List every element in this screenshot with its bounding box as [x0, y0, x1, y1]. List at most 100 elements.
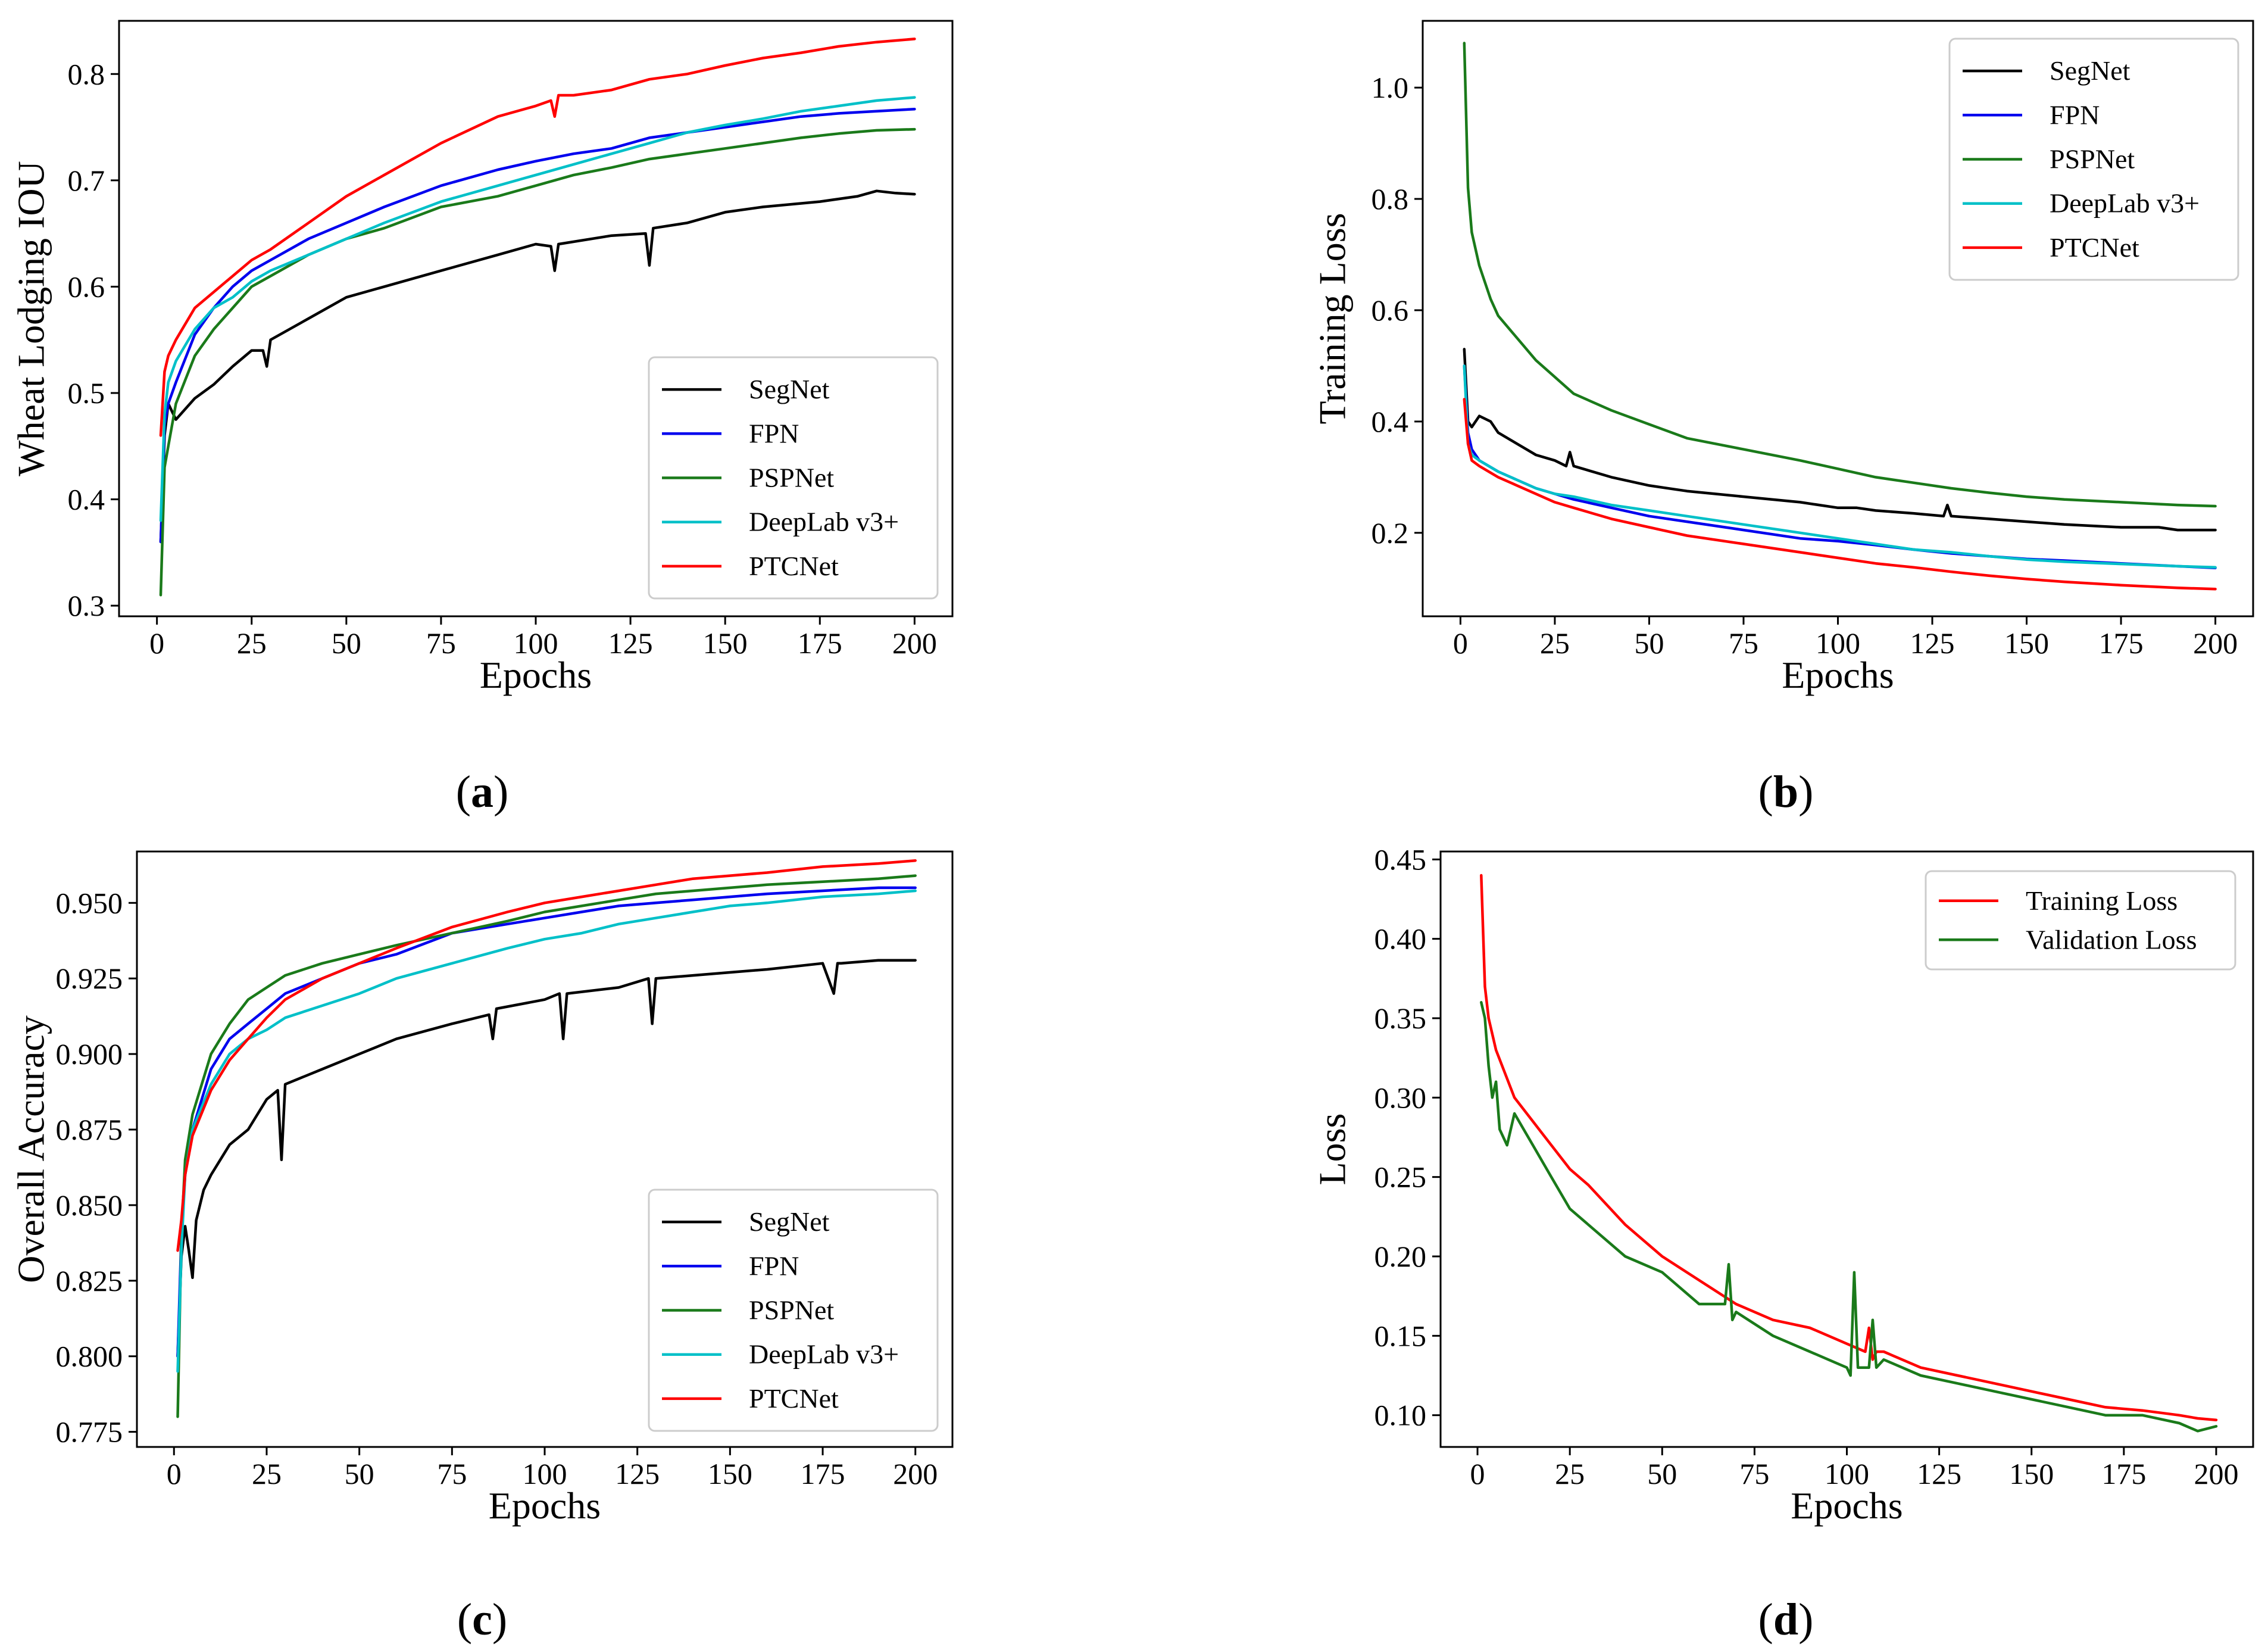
panel-b-series-ptcnet	[1463, 398, 2217, 591]
panel-a-series-ptcnet	[159, 38, 916, 437]
panel-d-y-tick-label: 0.45	[1374, 843, 1427, 876]
panel-b-caption-letter: b	[1773, 767, 1798, 817]
panel-b-y-axis-title: Training Loss	[1311, 213, 1354, 424]
panel-d-x-tick-label: 150	[2009, 1457, 2054, 1490]
panel-a-caption-open: (	[456, 767, 471, 817]
panel-d-y-tick-label: 0.20	[1374, 1240, 1427, 1273]
panel-c-x-tick-label: 50	[345, 1457, 374, 1490]
panel-d-y-tick-label: 0.40	[1374, 922, 1427, 956]
panel-d-x-axis-title: Epochs	[1791, 1484, 1903, 1527]
panel-b-x-tick-label: 175	[2099, 626, 2144, 660]
panel-c-y-tick-label: 0.775	[56, 1415, 123, 1449]
panel-c-y-tick-label: 0.900	[56, 1037, 123, 1071]
panel-b-lines	[1463, 42, 2217, 591]
panel-a-legend: SegNet FPN PSPNet DeepLab v3+ PTCNet	[648, 356, 939, 600]
panel-a-series-fpn	[159, 107, 916, 544]
panel-c-y-tick-label: 0.800	[56, 1340, 123, 1373]
panel-a-y-tick-label: 0.6	[68, 270, 105, 303]
panel-d-legend-label-training-loss: Training Loss	[2026, 885, 2178, 916]
panel-a-caption-close: )	[493, 767, 508, 817]
panel-a-legend-box	[648, 356, 939, 600]
panel-c-caption-open: (	[457, 1595, 472, 1645]
panel-d-lines	[1480, 874, 2218, 1433]
panel-a-x-tick-label: 75	[426, 626, 456, 660]
panel-d-legend-box	[1925, 870, 2236, 971]
panel-b-x-tick-label: 0	[1453, 626, 1468, 660]
panel-b-caption: (b)	[1758, 767, 1814, 817]
panel-a: 0 25 50 75 100 125 150 175 200 0.3 0.4 0.5 0.6 0.7 0.8…	[10, 20, 954, 817]
panel-b-y-tick-label: 0.2	[1372, 516, 1409, 550]
panel-c-x-axis-title: Epochs	[489, 1484, 601, 1527]
panel-a-x-tick-label: 0	[149, 626, 164, 660]
panel-d-x-tick-label: 25	[1555, 1457, 1585, 1490]
panel-c-x-tick-label: 25	[252, 1457, 282, 1490]
panel-a-x-tick-label: 100	[514, 626, 558, 660]
panel-d-legend-label-validation-loss: Validation Loss	[2026, 924, 2197, 955]
panel-a-x-tick-label: 25	[237, 626, 267, 660]
panel-b-series-deeplab-v3	[1463, 364, 2217, 569]
panel-a-lines	[159, 38, 916, 597]
panel-a-y-tick-label: 0.4	[68, 483, 105, 516]
panel-a-x-tick-label: 125	[608, 626, 653, 660]
panel-b-x-tick-label: 150	[2004, 626, 2049, 660]
panel-c-caption: (c)	[457, 1595, 507, 1645]
panel-b-series-segnet	[1463, 348, 2217, 532]
panel-a-y-tick-label: 0.8	[68, 57, 105, 91]
panel-c-legend-label-ptcnet: PTCNet	[749, 1383, 839, 1414]
panel-a-series-segnet	[159, 189, 916, 544]
panel-b-series-pspnet	[1463, 42, 2217, 508]
panel-d: 0 25 50 75 100 125 150 175 200 0.10 0.15 0.20 0.25 0.…	[1311, 843, 2254, 1645]
panel-b-x-tick-label: 75	[1729, 626, 1758, 660]
panel-d-y-tick-label: 0.25	[1374, 1161, 1427, 1194]
panel-b-x-tick-label: 125	[1910, 626, 1955, 660]
panel-a-x-axis-title: Epochs	[480, 654, 592, 696]
panel-c-lines	[176, 859, 917, 1418]
panel-a-legend-label-segnet: SegNet	[749, 374, 830, 404]
panel-c-y-axis-title: Overall Accuracy	[10, 1015, 52, 1283]
panel-c-caption-letter: c	[472, 1595, 492, 1645]
panel-c-legend-label-segnet: SegNet	[749, 1206, 830, 1237]
panel-a-y-tick-label: 0.5	[68, 376, 105, 410]
panel-d-y-tick-label: 0.15	[1374, 1319, 1427, 1352]
panel-b-legend-label-segnet: SegNet	[2050, 55, 2130, 86]
panel-b-legend-box	[1948, 38, 2239, 281]
panel-c-y-tick-label: 0.950	[56, 886, 123, 919]
panel-b: 0 25 50 75 100 125 150 175 200 0.2 0.4 0.6 0.8 1.0 Seg…	[1311, 20, 2254, 817]
panel-b-y-tick-label: 1.0	[1372, 71, 1409, 104]
panel-d-x-tick-label: 100	[1825, 1457, 1869, 1490]
panel-c-legend-label-fpn: FPN	[749, 1250, 799, 1281]
panel-b-x-tick-label: 25	[1540, 626, 1570, 660]
panel-d-caption: (d)	[1758, 1595, 1814, 1645]
panel-c-legend-label-pspnet: PSPNet	[749, 1295, 834, 1325]
panel-d-x-tick-label: 50	[1647, 1457, 1677, 1490]
panel-a-y-tick-label: 0.7	[68, 164, 105, 197]
panel-c-series-deeplab-v3	[176, 889, 917, 1373]
panel-c-x-tick-label: 200	[893, 1457, 938, 1490]
panel-c-x-tick-label: 150	[708, 1457, 752, 1490]
panel-a-series-deeplab-v3	[159, 96, 916, 522]
panel-d-caption-close: )	[1798, 1595, 1813, 1645]
panel-c-legend: SegNet FPN PSPNet DeepLab v3+ PTCNet	[648, 1189, 939, 1432]
panel-b-x-tick-label: 100	[1816, 626, 1860, 660]
panel-a-x-tick-label: 150	[703, 626, 748, 660]
panel-c-legend-label-deeplab-v3: DeepLab v3+	[749, 1339, 899, 1370]
panel-d-caption-open: (	[1758, 1595, 1773, 1645]
panel-c-series-pspnet	[176, 874, 917, 1418]
panel-d-y-tick-label: 0.10	[1374, 1399, 1427, 1432]
panel-c-plot-area: 0 25 50 75 100 125 150 175 200 0.775 0.800 0.825 0.8…	[56, 850, 954, 1490]
panel-b-x-tick-label: 50	[1634, 626, 1664, 660]
panel-b-y-tick-label: 0.8	[1372, 182, 1409, 216]
panel-b-x-axis-title: Epochs	[1782, 654, 1894, 696]
panel-c-y-tick-label: 0.825	[56, 1264, 123, 1297]
panel-d-y-tick-label: 0.30	[1374, 1081, 1427, 1114]
panel-d-x-tick-label: 200	[2194, 1457, 2238, 1490]
panel-d-plot-area: 0 25 50 75 100 125 150 175 200 0.10 0.15 0.20 0.25 0.…	[1374, 843, 2254, 1490]
panel-d-x-tick-label: 125	[1917, 1457, 1961, 1490]
panel-d-y-tick-label: 0.35	[1374, 1002, 1427, 1035]
panel-c-x-tick-label: 125	[615, 1457, 660, 1490]
panel-a-legend-label-deeplab-v3: DeepLab v3+	[749, 507, 899, 537]
panel-a-y-tick-label: 0.3	[68, 589, 105, 622]
panel-c-caption-close: )	[492, 1595, 507, 1645]
panel-b-legend-label-deeplab-v3: DeepLab v3+	[2050, 188, 2200, 219]
panel-d-x-tick-label: 175	[2101, 1457, 2146, 1490]
